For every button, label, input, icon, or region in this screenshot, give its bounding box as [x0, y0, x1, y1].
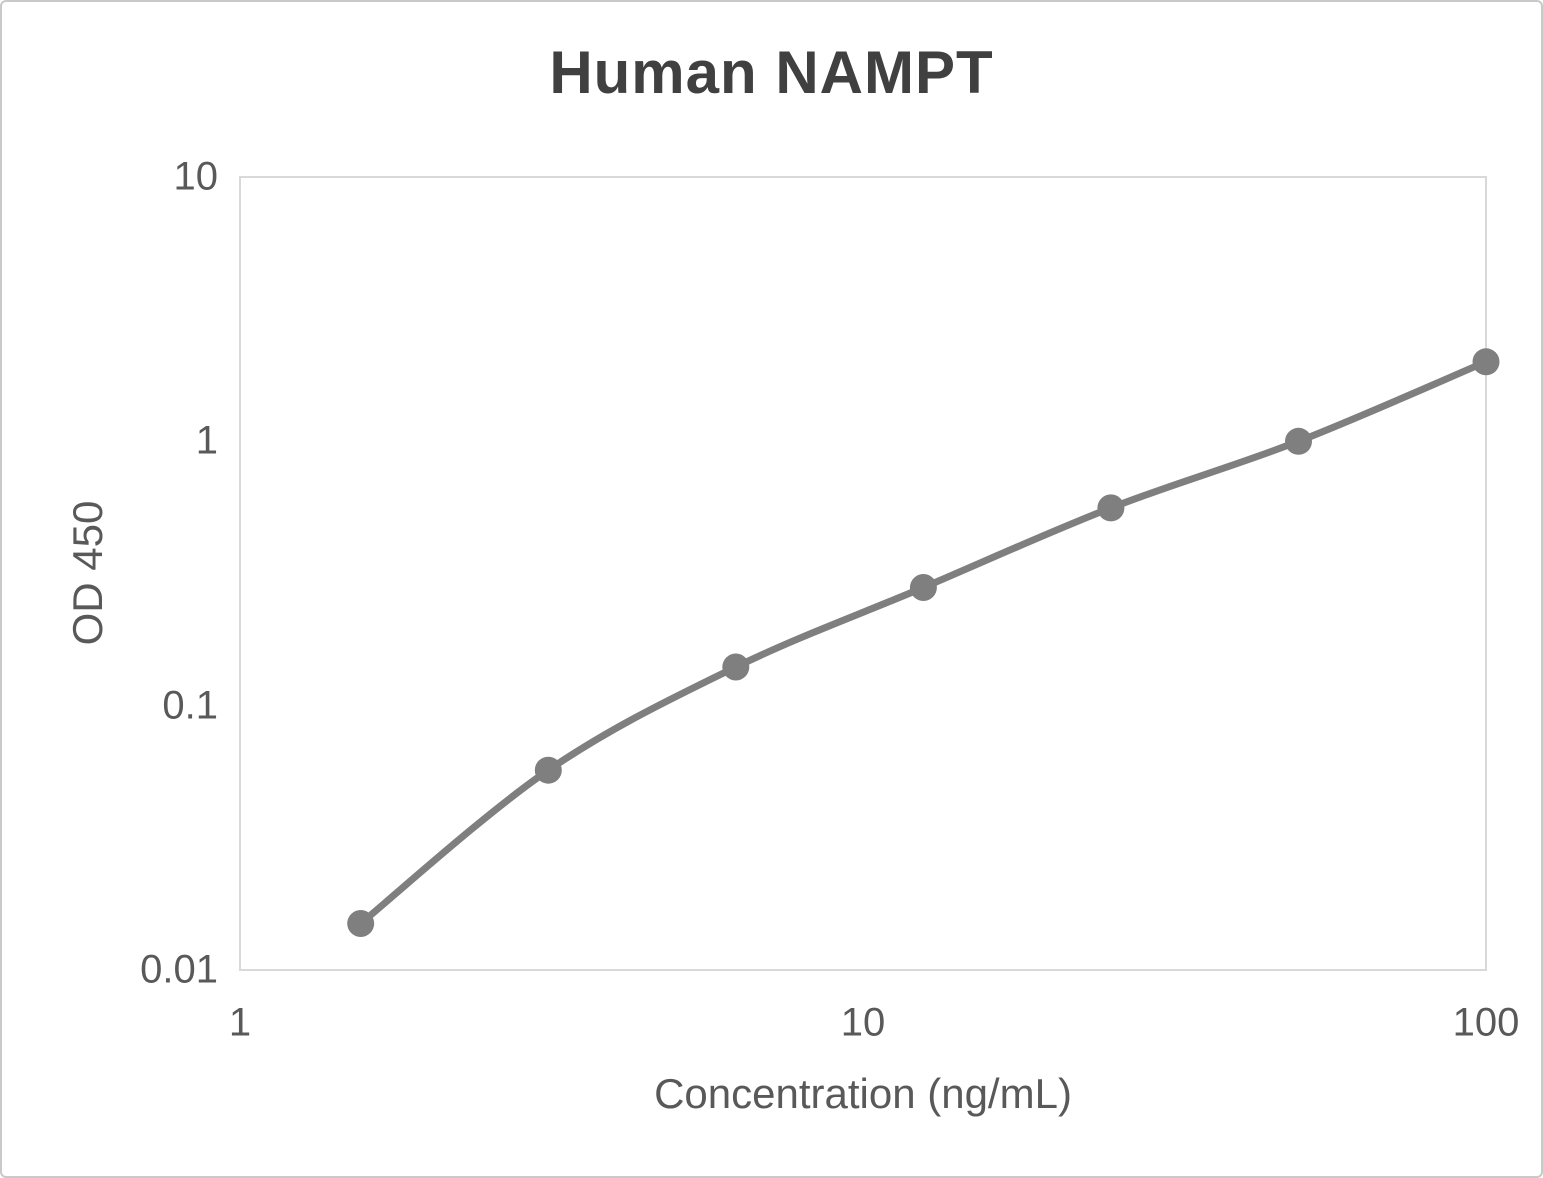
y-axis-tick-label: 10 — [173, 154, 219, 199]
data-point-marker — [347, 910, 375, 937]
data-point-marker — [1097, 494, 1125, 522]
x-axis-title: Concentration (ng/mL) — [654, 1070, 1072, 1117]
y-axis-tick-label: 0.01 — [140, 947, 218, 992]
y-axis-tick-label: 1 — [195, 418, 218, 463]
y-axis-title: OD 450 — [64, 500, 111, 646]
x-axis-tick-label: 100 — [1452, 1000, 1520, 1045]
data-point-marker — [534, 756, 562, 784]
data-point-marker — [909, 574, 937, 601]
x-axis-tick-label: 1 — [228, 1000, 252, 1045]
x-axis-tick-label: 10 — [840, 1000, 886, 1045]
data-point-marker — [722, 653, 750, 681]
data-point-marker — [1285, 427, 1312, 455]
chart-title: Human NAMPT — [549, 39, 994, 106]
y-axis-tick-label: 0.1 — [162, 683, 218, 728]
data-point-marker — [1472, 348, 1500, 376]
plot-area-border — [239, 176, 1487, 971]
